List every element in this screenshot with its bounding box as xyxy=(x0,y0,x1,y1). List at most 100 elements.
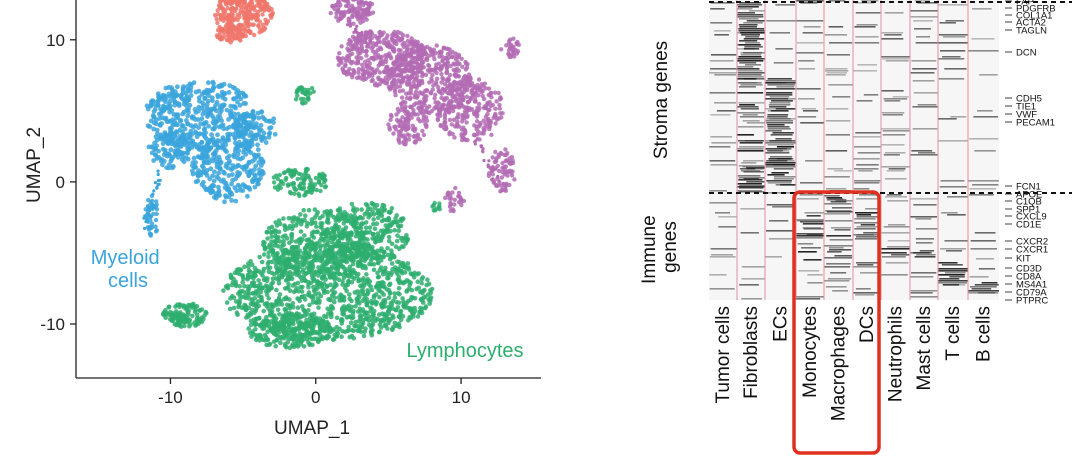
umap-point xyxy=(255,334,261,339)
umap-point xyxy=(401,264,407,270)
umap-point xyxy=(415,93,420,99)
umap-point xyxy=(409,73,414,78)
umap-ytick-label: 0 xyxy=(56,173,65,192)
umap-point xyxy=(359,207,365,212)
umap-point xyxy=(499,151,504,156)
umap-point xyxy=(216,184,221,190)
umap-point xyxy=(326,220,331,225)
umap-point xyxy=(385,52,390,58)
umap-point xyxy=(287,270,293,275)
umap-point xyxy=(342,232,347,238)
umap-point xyxy=(166,119,172,124)
umap-point xyxy=(496,154,501,159)
umap-point xyxy=(377,329,382,335)
umap-point xyxy=(240,33,245,38)
umap-point xyxy=(231,305,237,311)
umap-point xyxy=(289,238,295,244)
umap-point xyxy=(507,168,513,173)
umap-point xyxy=(340,253,345,259)
umap-point xyxy=(355,45,360,50)
umap-point xyxy=(364,38,368,42)
umap-point xyxy=(356,54,361,59)
heatmap-cell xyxy=(796,298,821,300)
umap-point xyxy=(264,20,269,25)
umap-point xyxy=(347,268,353,274)
umap-point xyxy=(216,176,222,182)
umap-point xyxy=(250,291,256,296)
umap-point xyxy=(461,113,467,118)
umap-point xyxy=(193,89,199,95)
heatmap-cell xyxy=(710,22,733,24)
umap-point xyxy=(427,53,432,58)
umap-point xyxy=(324,314,329,320)
umap-point xyxy=(388,209,393,214)
umap-point xyxy=(190,171,196,177)
umap-point xyxy=(506,51,511,57)
umap-point xyxy=(295,93,300,98)
umap-point xyxy=(275,244,281,249)
umap-point xyxy=(456,200,462,205)
umap-point xyxy=(206,80,211,86)
umap-point xyxy=(260,273,265,278)
umap-point xyxy=(462,89,467,95)
umap-point xyxy=(305,260,311,265)
umap-point xyxy=(350,13,355,18)
umap-point xyxy=(273,343,279,349)
heatmap-cell xyxy=(743,52,765,54)
umap-point xyxy=(226,90,232,95)
umap-point xyxy=(291,180,296,186)
umap-point xyxy=(382,208,387,213)
umap-point xyxy=(483,121,488,127)
umap-point xyxy=(464,94,470,100)
umap-point xyxy=(288,169,293,174)
umap-point xyxy=(148,208,152,213)
heatmap-cell xyxy=(718,216,737,218)
umap-point xyxy=(450,108,456,114)
umap-point xyxy=(319,235,324,241)
umap-point xyxy=(428,290,434,296)
umap-point xyxy=(295,305,301,311)
umap-point xyxy=(351,207,356,213)
umap-point xyxy=(496,90,501,96)
umap-point xyxy=(355,24,359,28)
umap-point xyxy=(485,111,490,117)
umap-point xyxy=(310,241,315,246)
heatmap-cell xyxy=(740,208,765,210)
umap-point xyxy=(242,293,248,299)
umap-point xyxy=(266,5,272,10)
heatmap-cell xyxy=(803,26,821,28)
umap-point xyxy=(406,76,411,81)
umap-point xyxy=(205,98,211,104)
umap-point xyxy=(421,132,427,138)
umap-point xyxy=(364,48,369,54)
umap-point xyxy=(311,272,317,278)
umap-point xyxy=(370,232,376,237)
heatmap-cell xyxy=(740,84,763,86)
umap-point xyxy=(445,60,450,65)
umap-point xyxy=(417,137,423,142)
umap-point xyxy=(363,326,368,332)
heatmap-cell xyxy=(797,98,815,100)
umap-point xyxy=(259,109,265,114)
umap-point xyxy=(356,278,362,284)
umap-point xyxy=(243,101,249,106)
umap-point xyxy=(410,66,416,72)
umap-point xyxy=(237,133,242,139)
umap-point xyxy=(290,283,296,288)
umap-point xyxy=(204,168,210,173)
umap-point xyxy=(356,298,361,304)
heatmap-cell xyxy=(739,116,764,118)
umap-point xyxy=(341,304,347,309)
umap-point xyxy=(339,321,345,326)
heatmap-cell xyxy=(769,32,791,34)
umap-point xyxy=(235,128,241,134)
umap-point xyxy=(250,158,255,164)
umap-point xyxy=(349,43,354,48)
umap-point xyxy=(329,246,335,251)
umap-point xyxy=(343,225,349,230)
umap-point xyxy=(330,306,336,311)
umap-point xyxy=(329,265,334,271)
umap-point xyxy=(341,221,347,226)
